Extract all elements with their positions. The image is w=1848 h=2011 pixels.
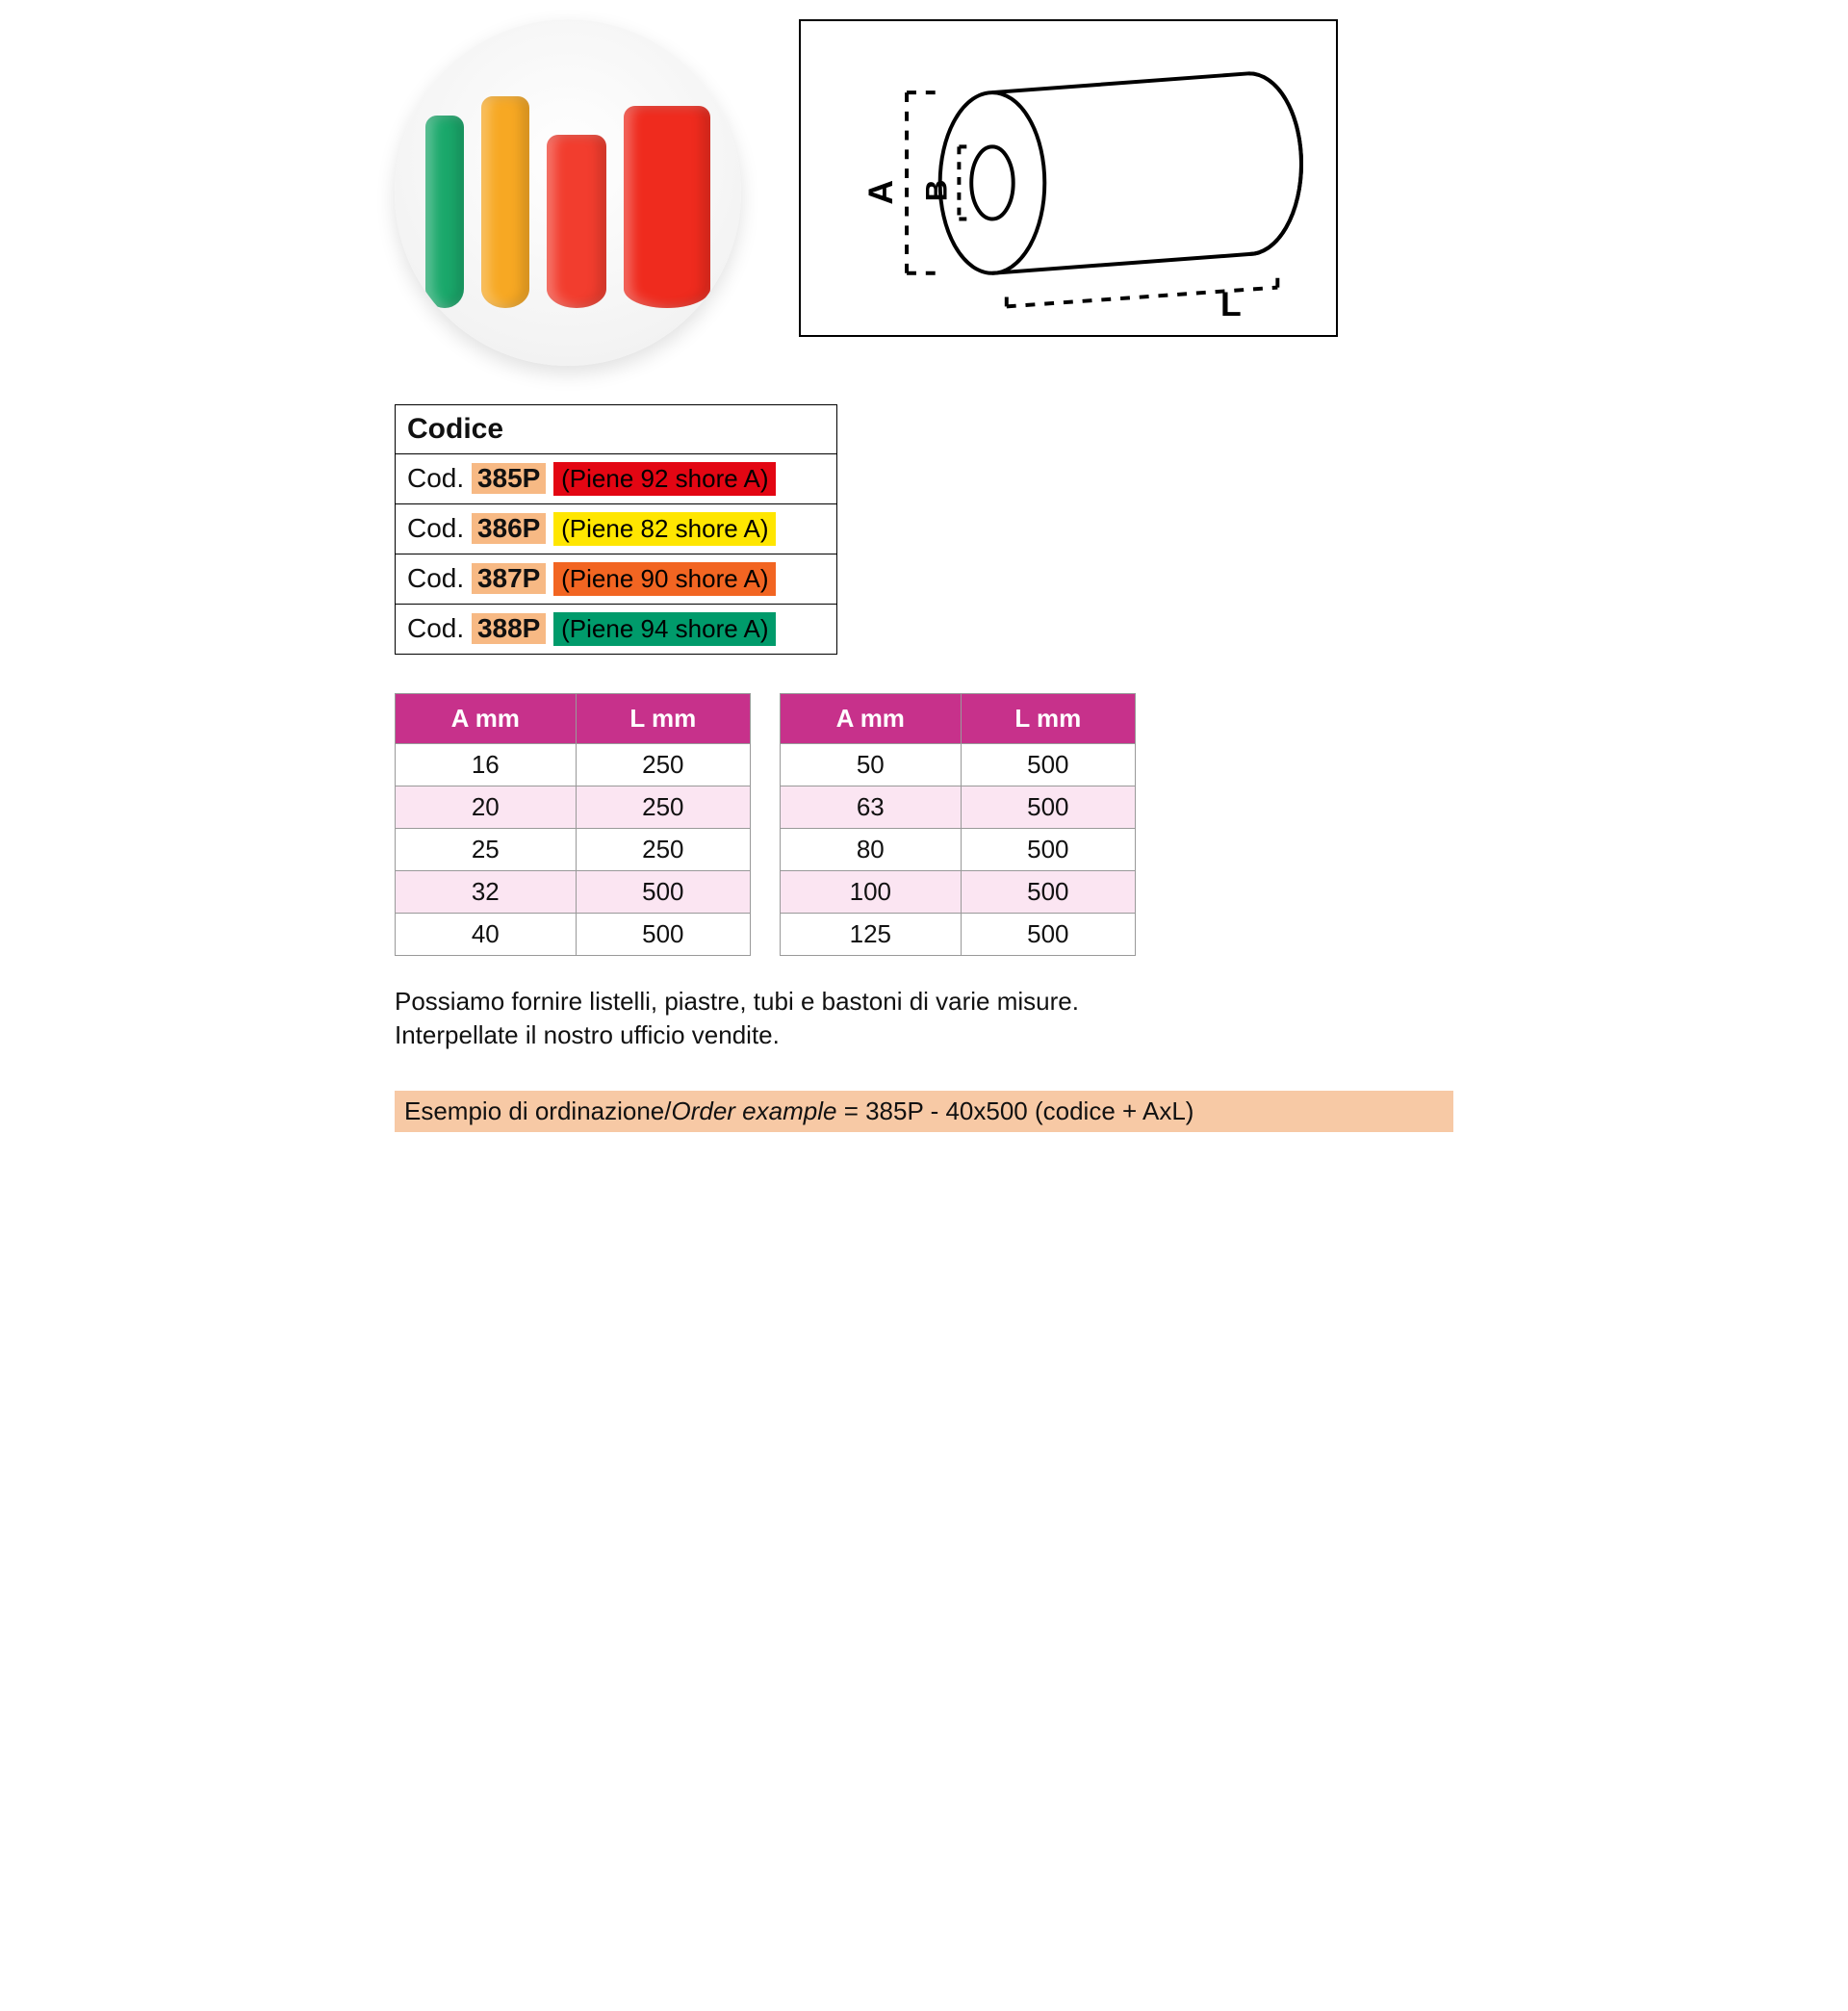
codice-prefix: Cod.: [407, 463, 472, 493]
dim-cell-a: 63: [781, 786, 962, 829]
dim-cell-l: 500: [576, 871, 750, 914]
dim-cell-a: 40: [396, 914, 577, 956]
dim-row: 20250: [396, 786, 751, 829]
label-B: B: [919, 179, 954, 201]
product-rod: [425, 116, 464, 308]
dim-row: 16250: [396, 744, 751, 786]
note-text: Possiamo fornire listelli, piastre, tubi…: [395, 985, 1453, 1052]
dim-cell-a: 20: [396, 786, 577, 829]
dim-cell-l: 500: [576, 914, 750, 956]
dim-cell-a: 32: [396, 871, 577, 914]
codice-table: Codice Cod. 385P (Piene 92 shore A)Cod. …: [395, 404, 837, 655]
codice-row: Cod. 387P (Piene 90 shore A): [396, 554, 837, 605]
codice-desc: (Piene 90 shore A): [553, 562, 776, 596]
label-A: A: [861, 180, 900, 205]
codice-prefix: Cod.: [407, 513, 472, 543]
dim-cell-l: 500: [961, 829, 1135, 871]
dim-row: 32500: [396, 871, 751, 914]
dimension-diagram: A B L: [799, 19, 1338, 337]
codice-code: 385P: [472, 463, 546, 494]
page: A B L Codice Cod. 385P (Piene 92 shore A…: [395, 19, 1453, 1132]
order-example-bar: Esempio di ordinazione/Order example = 3…: [395, 1091, 1453, 1132]
codice-header: Codice: [396, 405, 837, 454]
codice-code: 386P: [472, 513, 546, 544]
example-rest: = 385P - 40x500 (codice + AxL): [836, 1096, 1194, 1125]
codice-code: 388P: [472, 613, 546, 644]
dim-cell-a: 100: [781, 871, 962, 914]
dim-cell-a: 125: [781, 914, 962, 956]
dim-row: 40500: [396, 914, 751, 956]
dim-cell-l: 250: [576, 744, 750, 786]
dim-row: 25250: [396, 829, 751, 871]
codice-code: 387P: [472, 563, 546, 594]
example-label-it: Esempio di ordinazione/: [404, 1096, 672, 1125]
dim-row: 100500: [781, 871, 1136, 914]
dim-header-a: A mm: [396, 694, 577, 744]
top-row: A B L: [395, 19, 1453, 366]
dim-row: 63500: [781, 786, 1136, 829]
product-rod: [547, 135, 606, 308]
dim-cell-l: 500: [961, 914, 1135, 956]
dim-cell-a: 25: [396, 829, 577, 871]
dim-cell-a: 16: [396, 744, 577, 786]
dim-header-l: L mm: [576, 694, 750, 744]
dimension-tables: A mm L mm 1625020250252503250040500 A mm…: [395, 693, 1453, 956]
codice-row: Cod. 388P (Piene 94 shore A): [396, 605, 837, 655]
dim-cell-a: 80: [781, 829, 962, 871]
dim-cell-l: 250: [576, 786, 750, 829]
dim-cell-l: 250: [576, 829, 750, 871]
note-line2: Interpellate il nostro ufficio vendite.: [395, 1020, 780, 1049]
product-rod: [481, 96, 529, 308]
dim-row: 125500: [781, 914, 1136, 956]
dim-cell-l: 500: [961, 871, 1135, 914]
dim-cell-l: 500: [961, 744, 1135, 786]
codice-desc: (Piene 92 shore A): [553, 462, 776, 496]
dim-cell-a: 50: [781, 744, 962, 786]
note-line1: Possiamo fornire listelli, piastre, tubi…: [395, 987, 1079, 1016]
dim-header-a: A mm: [781, 694, 962, 744]
codice-desc: (Piene 82 shore A): [553, 512, 776, 546]
example-label-en: Order example: [672, 1096, 837, 1125]
dim-row: 50500: [781, 744, 1136, 786]
dim-table-right: A mm L mm 505006350080500100500125500: [780, 693, 1136, 956]
dim-cell-l: 500: [961, 786, 1135, 829]
product-photo: [395, 19, 741, 366]
codice-row: Cod. 386P (Piene 82 shore A): [396, 504, 837, 554]
codice-row: Cod. 385P (Piene 92 shore A): [396, 454, 837, 504]
dim-row: 80500: [781, 829, 1136, 871]
codice-prefix: Cod.: [407, 613, 472, 643]
codice-prefix: Cod.: [407, 563, 472, 593]
label-L: L: [1220, 285, 1242, 323]
codice-desc: (Piene 94 shore A): [553, 612, 776, 646]
product-rod: [624, 106, 710, 308]
dim-table-left: A mm L mm 1625020250252503250040500: [395, 693, 751, 956]
dim-header-l: L mm: [961, 694, 1135, 744]
